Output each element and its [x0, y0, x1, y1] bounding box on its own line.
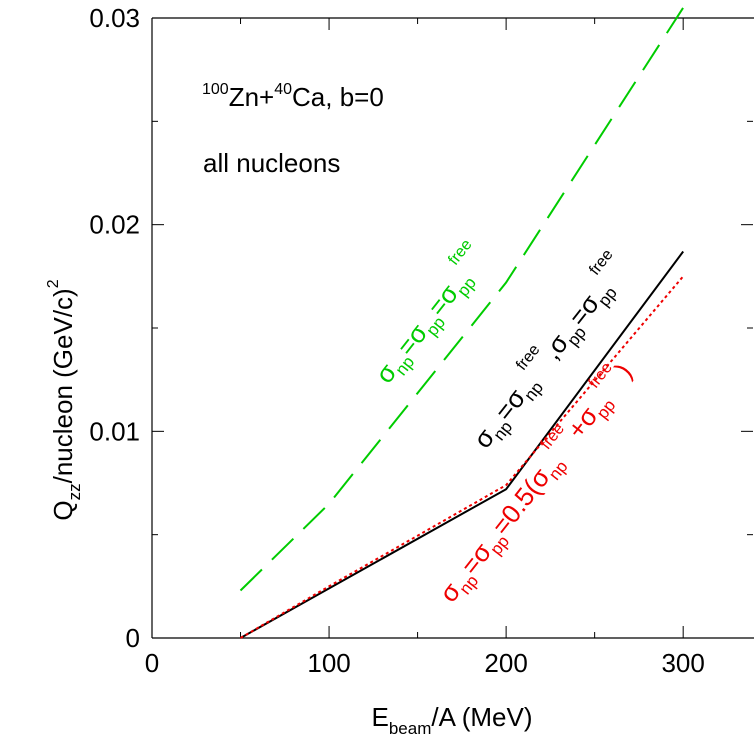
series-line-green [239, 7, 685, 592]
x-tick-label: 200 [484, 648, 527, 678]
x-tick-label: 100 [307, 648, 350, 678]
x-axis-title: Ebeam/A (MeV) [371, 702, 532, 738]
axis-ticks: 0 100 200 300 0 0.01 0.02 0.03 [89, 3, 753, 678]
system-annotation: 100Zn+40Ca, b=0 [202, 81, 384, 112]
y-tick-label: 0.03 [89, 3, 140, 33]
y-axis-title: Qzz/nucleon (GeV/c)2 [45, 279, 84, 520]
x-tick-label: 300 [661, 648, 704, 678]
y-tick-label: 0.01 [89, 416, 140, 446]
green-series-label: σnp=σpp=σppfree [362, 236, 497, 391]
y-tick-label: 0.02 [89, 210, 140, 240]
x-tick-label: 0 [145, 648, 159, 678]
black-series-label: σnp=σnpfree,σpp=σppfree [460, 246, 638, 456]
series-line-red [239, 275, 684, 639]
series-lines [239, 7, 685, 639]
subset-annotation: all nucleons [203, 148, 340, 178]
y-tick-label: 0 [126, 623, 140, 653]
